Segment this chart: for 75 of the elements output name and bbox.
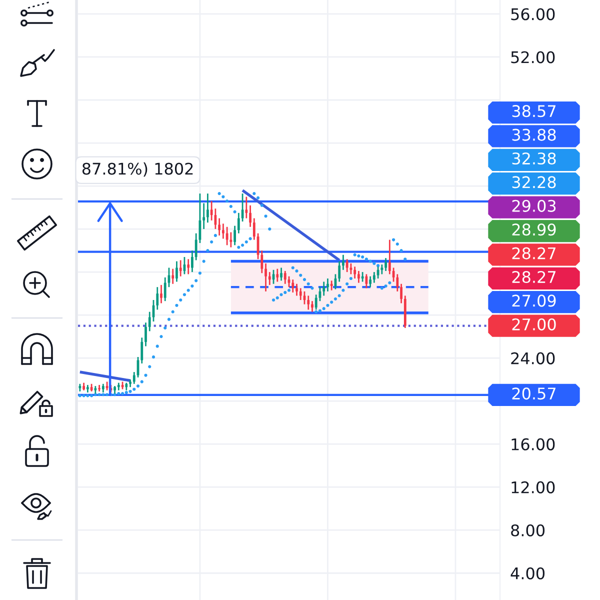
y-tick-label: 56.00 bbox=[511, 8, 555, 20]
text: 32.28 bbox=[512, 176, 556, 188]
candlestick bbox=[132, 371, 136, 385]
candlestick bbox=[234, 225, 236, 246]
candlestick bbox=[357, 270, 360, 284]
candlestick bbox=[249, 204, 252, 228]
text: 28.27 bbox=[512, 247, 556, 260]
candlestick bbox=[252, 218, 256, 240]
candlestick bbox=[372, 271, 376, 284]
y-tick-label: 8.00 bbox=[511, 524, 545, 536]
candlestick bbox=[140, 336, 144, 364]
candlestick bbox=[299, 287, 302, 301]
candlestick bbox=[264, 262, 267, 292]
candlestick bbox=[388, 239, 391, 275]
candlestick bbox=[156, 286, 159, 310]
candlestick bbox=[346, 258, 348, 273]
candlestick bbox=[260, 250, 264, 274]
candlestick bbox=[330, 280, 333, 292]
ref-line-label: 20.57 bbox=[512, 388, 556, 400]
candlestick bbox=[160, 284, 162, 304]
text: 32.38 bbox=[512, 152, 556, 165]
candlestick bbox=[396, 274, 399, 292]
candlestick bbox=[226, 226, 228, 246]
candlestick bbox=[268, 271, 271, 286]
candlestick bbox=[222, 222, 224, 240]
candlestick bbox=[311, 300, 314, 313]
candlestick bbox=[365, 274, 368, 289]
candlestick bbox=[288, 276, 290, 288]
y-tick-label: 52.00 bbox=[511, 51, 555, 64]
candlestick bbox=[179, 260, 182, 278]
candlestick bbox=[176, 260, 178, 282]
candlestick bbox=[245, 196, 248, 219]
candlestick bbox=[237, 212, 240, 234]
text: 28.99 bbox=[512, 224, 556, 236]
candlestick bbox=[338, 260, 341, 282]
candlestick bbox=[314, 294, 318, 310]
candlestick bbox=[230, 232, 232, 248]
y-tick-label: 16.00 bbox=[512, 438, 555, 450]
y-tick-label: 12.00 bbox=[512, 481, 555, 494]
candlestick bbox=[342, 254, 344, 271]
candlestick bbox=[172, 268, 174, 285]
candlestick bbox=[384, 257, 387, 272]
text: 33.88 bbox=[512, 128, 556, 141]
candlestick bbox=[194, 232, 198, 261]
candlestick bbox=[276, 268, 279, 282]
text: 29.03 bbox=[512, 200, 556, 212]
candlestick bbox=[354, 266, 356, 280]
candlestick bbox=[191, 250, 194, 273]
candlestick bbox=[187, 258, 190, 275]
candlestick bbox=[322, 281, 326, 296]
candlestick bbox=[292, 278, 294, 294]
candlestick bbox=[380, 264, 384, 275]
candlestick bbox=[326, 278, 329, 292]
candlestick bbox=[350, 262, 352, 275]
candlestick bbox=[369, 276, 372, 288]
candlestick bbox=[164, 276, 166, 302]
candlestick bbox=[361, 271, 364, 282]
text: 27.09 bbox=[512, 294, 556, 307]
candlestick bbox=[284, 270, 286, 285]
candlestick bbox=[98, 384, 100, 392]
candlestick bbox=[400, 283, 402, 304]
candlestick bbox=[218, 218, 221, 236]
candlestick bbox=[296, 283, 298, 296]
candlestick bbox=[144, 322, 147, 347]
candlestick bbox=[280, 267, 282, 282]
candlestick bbox=[206, 192, 209, 224]
y-tick-label: 24.00 bbox=[511, 352, 555, 364]
candlestick bbox=[202, 202, 206, 230]
annotation: 87.81%) 1802 bbox=[82, 162, 193, 177]
candlestick bbox=[148, 311, 151, 332]
y-tick-label: 4.00 bbox=[510, 567, 545, 580]
ref-line-label: 27.00 bbox=[512, 318, 556, 330]
candlestick bbox=[307, 295, 310, 310]
text: 28.27 bbox=[512, 270, 556, 284]
text: 38.57 bbox=[512, 105, 556, 118]
